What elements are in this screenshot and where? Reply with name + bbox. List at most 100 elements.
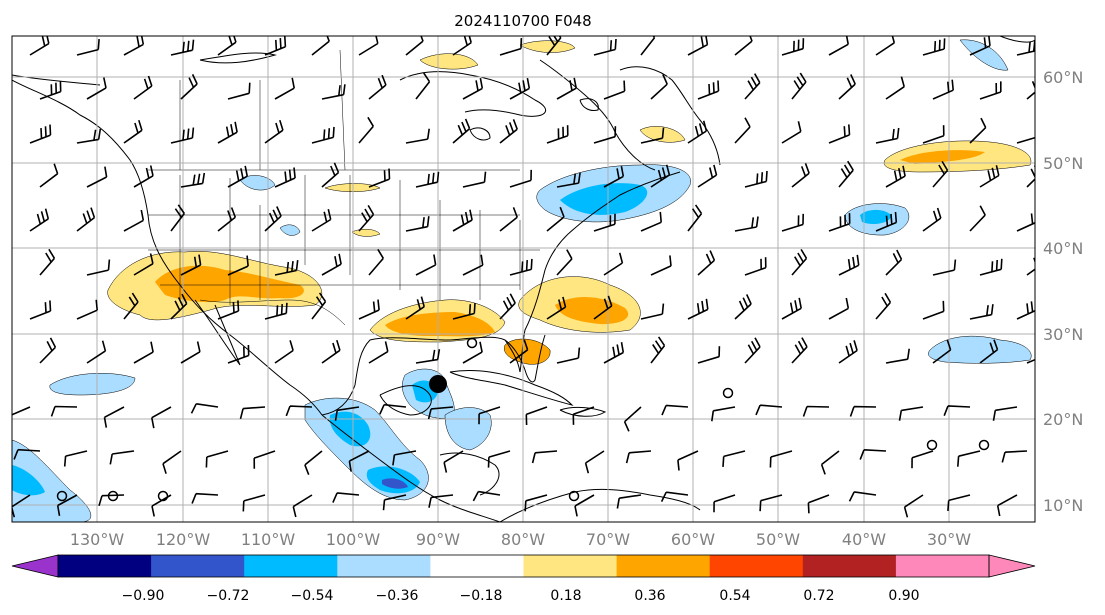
wind-barb <box>415 254 437 276</box>
calm-wind-circle <box>926 439 938 451</box>
wind-barb <box>885 165 906 188</box>
wind-barb <box>969 36 991 56</box>
colorbar-segment <box>802 555 897 577</box>
lon-label: 120°W <box>156 530 211 549</box>
wind-barb <box>531 450 558 464</box>
wind-barb <box>227 165 248 188</box>
wind-barb <box>123 209 145 232</box>
wind-barb <box>546 296 567 320</box>
lon-label: 110°W <box>241 530 296 549</box>
wind-barb <box>292 494 313 518</box>
wind-barb <box>802 405 830 417</box>
wind-barb <box>616 494 642 509</box>
wind-barb <box>227 82 251 100</box>
wind-barb <box>239 406 266 419</box>
lat-label: 50°N <box>1043 154 1083 173</box>
wind-barb <box>593 295 613 320</box>
colorbar-segment <box>337 555 431 577</box>
lat-label: 30°N <box>1043 325 1083 344</box>
wind-barb <box>791 163 810 188</box>
wind-barb <box>427 406 454 420</box>
wind-barb <box>640 211 662 232</box>
wind-barb <box>584 450 605 474</box>
colorbar-tick-label: −0.90 <box>122 588 165 604</box>
wind-barb <box>509 77 531 100</box>
wind-barb <box>885 249 903 276</box>
wind-barb <box>650 74 668 100</box>
calm-wind-circle <box>978 439 990 451</box>
wind-barb <box>499 38 523 56</box>
wind-barb <box>180 254 202 276</box>
lon-label: 130°W <box>70 530 125 549</box>
wind-barb <box>979 339 999 364</box>
wind-barb <box>462 77 484 100</box>
wind-barb <box>63 450 88 467</box>
wind-barb <box>572 406 595 425</box>
wind-barb <box>744 170 768 188</box>
wind-barb <box>415 171 440 188</box>
wind-barb <box>217 121 238 144</box>
wind-barb <box>452 302 476 320</box>
colorbar-segment <box>895 555 989 577</box>
wind-barb <box>603 342 625 364</box>
wind-barb <box>734 117 751 144</box>
wind-barb <box>546 125 569 144</box>
wind-barb <box>820 450 840 475</box>
wind-barb <box>358 299 380 320</box>
wind-barb <box>86 259 111 276</box>
wind-barb <box>992 406 1018 421</box>
wind-barb <box>744 257 767 276</box>
wind-barb <box>838 254 860 276</box>
wind-barb <box>180 74 198 100</box>
colorbar-tick-label: 0.18 <box>550 588 581 604</box>
negative-anomaly-atlantic-core <box>860 209 892 224</box>
wind-barb <box>133 165 154 188</box>
wind-barb <box>979 258 1003 276</box>
wind-barb <box>922 38 946 56</box>
wind-barb <box>29 124 52 144</box>
wind-barb <box>697 80 720 100</box>
wind-barb <box>321 162 340 188</box>
wind-barb <box>415 349 441 364</box>
wind-barb <box>109 450 135 465</box>
negative-anomaly-central-america-core <box>329 411 371 447</box>
graticule <box>12 36 1035 522</box>
wind-barb <box>546 206 565 232</box>
wind-barb <box>838 340 858 364</box>
wind-barb <box>1016 40 1035 56</box>
wind-barb <box>969 117 987 144</box>
wind-barb <box>379 403 407 415</box>
wind-barb <box>932 259 957 276</box>
wind-barb <box>217 300 240 320</box>
wind-barb <box>499 207 518 232</box>
wind-barb <box>12 406 31 416</box>
wind-barb <box>556 172 581 188</box>
colorbar-extend-low <box>11 554 59 578</box>
wind-barb <box>957 450 981 467</box>
wind-barb <box>368 248 384 276</box>
wind-barb <box>478 406 501 425</box>
wind-barb <box>525 406 548 426</box>
wind-barbs <box>12 36 1035 518</box>
wind-barb <box>162 450 182 474</box>
wind-barb <box>781 213 804 232</box>
wind-barb <box>524 494 548 512</box>
lon-label: 100°W <box>326 530 381 549</box>
wind-barb <box>405 216 430 232</box>
wind-barb <box>697 346 721 364</box>
colorbar <box>11 554 1036 578</box>
wind-barb <box>274 77 295 100</box>
calm-wind-circle <box>56 490 68 502</box>
wind-barb <box>170 39 195 56</box>
wind-barb <box>332 492 360 503</box>
wind-barb <box>274 340 294 364</box>
wind-barb <box>885 348 910 364</box>
wind-barb <box>791 337 808 364</box>
wind-barb <box>849 405 877 417</box>
lon-label: 70°W <box>586 530 630 549</box>
wind-barb <box>697 164 718 188</box>
wind-barb <box>264 119 284 144</box>
wind-barb <box>242 494 266 512</box>
wind-barb <box>781 297 802 320</box>
wind-barb <box>191 492 219 504</box>
